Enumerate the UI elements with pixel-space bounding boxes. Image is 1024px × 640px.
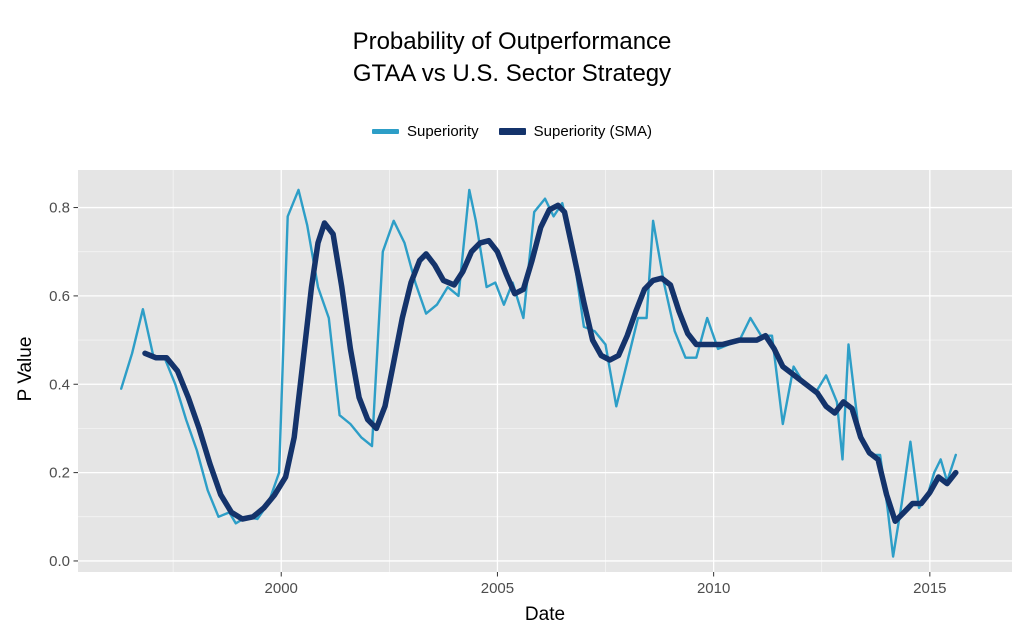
y-tick-label: 0.0 xyxy=(49,553,70,570)
y-tick-label: 0.2 xyxy=(49,465,70,482)
legend-item-superiority: Superiority xyxy=(371,123,479,140)
legend-item-superiority-sma: Superiority (SMA) xyxy=(498,123,653,140)
y-tick-label: 0.8 xyxy=(49,200,70,217)
legend-label: Superiority xyxy=(406,123,479,140)
legend-label: Superiority (SMA) xyxy=(533,123,653,140)
chart-title-line-1: Probability of Outperformance xyxy=(352,28,672,55)
x-tick-label: 2005 xyxy=(481,580,514,597)
plot-panel xyxy=(78,170,1012,572)
chart-title-line-2: GTAA vs U.S. Sector Strategy xyxy=(352,60,672,87)
y-tick-label: 0.4 xyxy=(49,376,70,393)
superiority-sma-line xyxy=(142,202,959,524)
legend-swatch xyxy=(498,128,526,135)
legend-swatch xyxy=(371,129,399,134)
chart-title: Probability of Outperformance GTAA vs U.… xyxy=(0,26,1024,90)
x-tick-label: 2000 xyxy=(265,580,298,597)
x-tick-label: 2010 xyxy=(697,580,730,597)
legend: Superiority Superiority (SMA) xyxy=(0,123,1024,140)
x-axis-title: Date xyxy=(524,604,566,625)
x-tick-label: 2015 xyxy=(913,580,946,597)
y-axis-title: P Value xyxy=(15,336,36,402)
y-tick-label: 0.6 xyxy=(49,288,70,305)
